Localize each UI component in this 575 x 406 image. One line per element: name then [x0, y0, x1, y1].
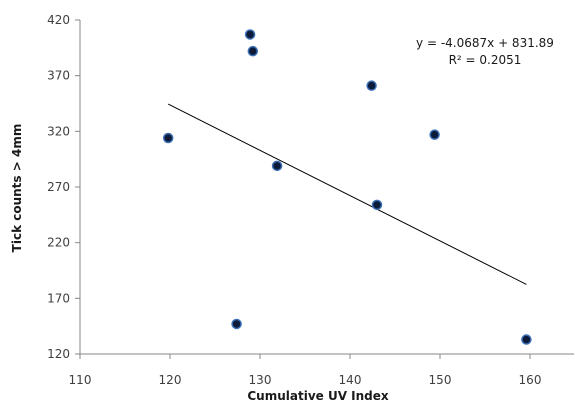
- trendline-group: [167, 103, 527, 285]
- data-point: [429, 129, 440, 140]
- y-tick-label: 220: [47, 236, 70, 250]
- data-point: [271, 160, 283, 172]
- data-point: [162, 132, 174, 144]
- x-axis-title: Cumulative UV Index: [247, 389, 389, 403]
- x-tick-label: 110: [69, 373, 92, 387]
- data-points: [162, 29, 532, 345]
- x-tick-label: 160: [519, 373, 542, 387]
- data-point: [247, 45, 259, 57]
- x-tick-label: 130: [249, 373, 272, 387]
- y-tick-label: 120: [47, 347, 70, 361]
- trendline: [167, 103, 527, 285]
- x-axis-ticks: 110 120 130 140 150 160: [69, 354, 542, 387]
- axes: [79, 20, 574, 355]
- y-tick-label: 370: [47, 69, 70, 83]
- x-tick-label: 150: [429, 373, 452, 387]
- y-tick-label: 270: [47, 180, 70, 194]
- y-tick-label: 420: [47, 13, 70, 27]
- trendline-r-squared: R² = 0.2051: [449, 53, 522, 67]
- data-point: [366, 80, 377, 91]
- data-point: [244, 29, 256, 40]
- x-tick-label: 120: [159, 373, 182, 387]
- y-axis-ticks: 120 170 220 270 320 370 420: [47, 13, 80, 361]
- y-tick-label: 170: [47, 291, 70, 305]
- x-tick-label: 140: [339, 373, 362, 387]
- data-point: [521, 334, 532, 345]
- y-tick-label: 320: [47, 124, 70, 138]
- data-point: [231, 318, 242, 330]
- data-point: [371, 199, 383, 211]
- y-axis-title: Tick counts > 4mm: [10, 124, 24, 253]
- trendline-equation: y = -4.0687x + 831.89: [416, 36, 554, 50]
